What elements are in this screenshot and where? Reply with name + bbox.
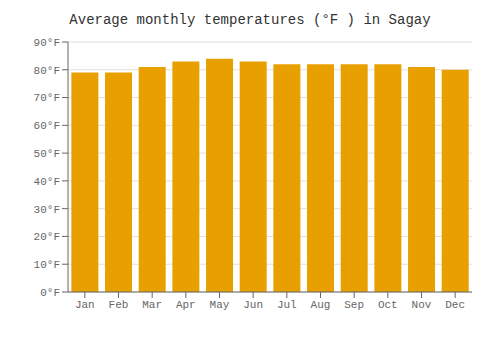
svg-text:40°F: 40°F xyxy=(34,176,60,188)
svg-text:70°F: 70°F xyxy=(34,92,60,104)
svg-text:Oct: Oct xyxy=(378,299,398,311)
svg-text:Sep: Sep xyxy=(344,299,364,311)
svg-text:Mar: Mar xyxy=(142,299,162,311)
svg-text:90°F: 90°F xyxy=(34,37,60,49)
svg-text:30°F: 30°F xyxy=(34,204,60,216)
svg-text:Aug: Aug xyxy=(311,299,331,311)
svg-text:Apr: Apr xyxy=(176,299,196,311)
svg-text:Nov: Nov xyxy=(412,299,432,311)
svg-text:Jul: Jul xyxy=(277,299,297,311)
svg-text:60°F: 60°F xyxy=(34,120,60,132)
svg-text:80°F: 80°F xyxy=(34,65,60,77)
html-text:Average monthly temperatures (: Average monthly temperatures (°F ) in Sa… xyxy=(69,12,431,28)
svg-text:10°F: 10°F xyxy=(34,259,60,271)
svg-text:50°F: 50°F xyxy=(34,148,60,160)
svg-text:Dec: Dec xyxy=(445,299,465,311)
svg-text:May: May xyxy=(210,299,230,311)
svg-text:0°F: 0°F xyxy=(40,287,60,299)
svg-text:Feb: Feb xyxy=(109,299,129,311)
svg-text:20°F: 20°F xyxy=(34,231,60,243)
svg-text:Jun: Jun xyxy=(243,299,263,311)
svg-text:Jan: Jan xyxy=(75,299,95,311)
